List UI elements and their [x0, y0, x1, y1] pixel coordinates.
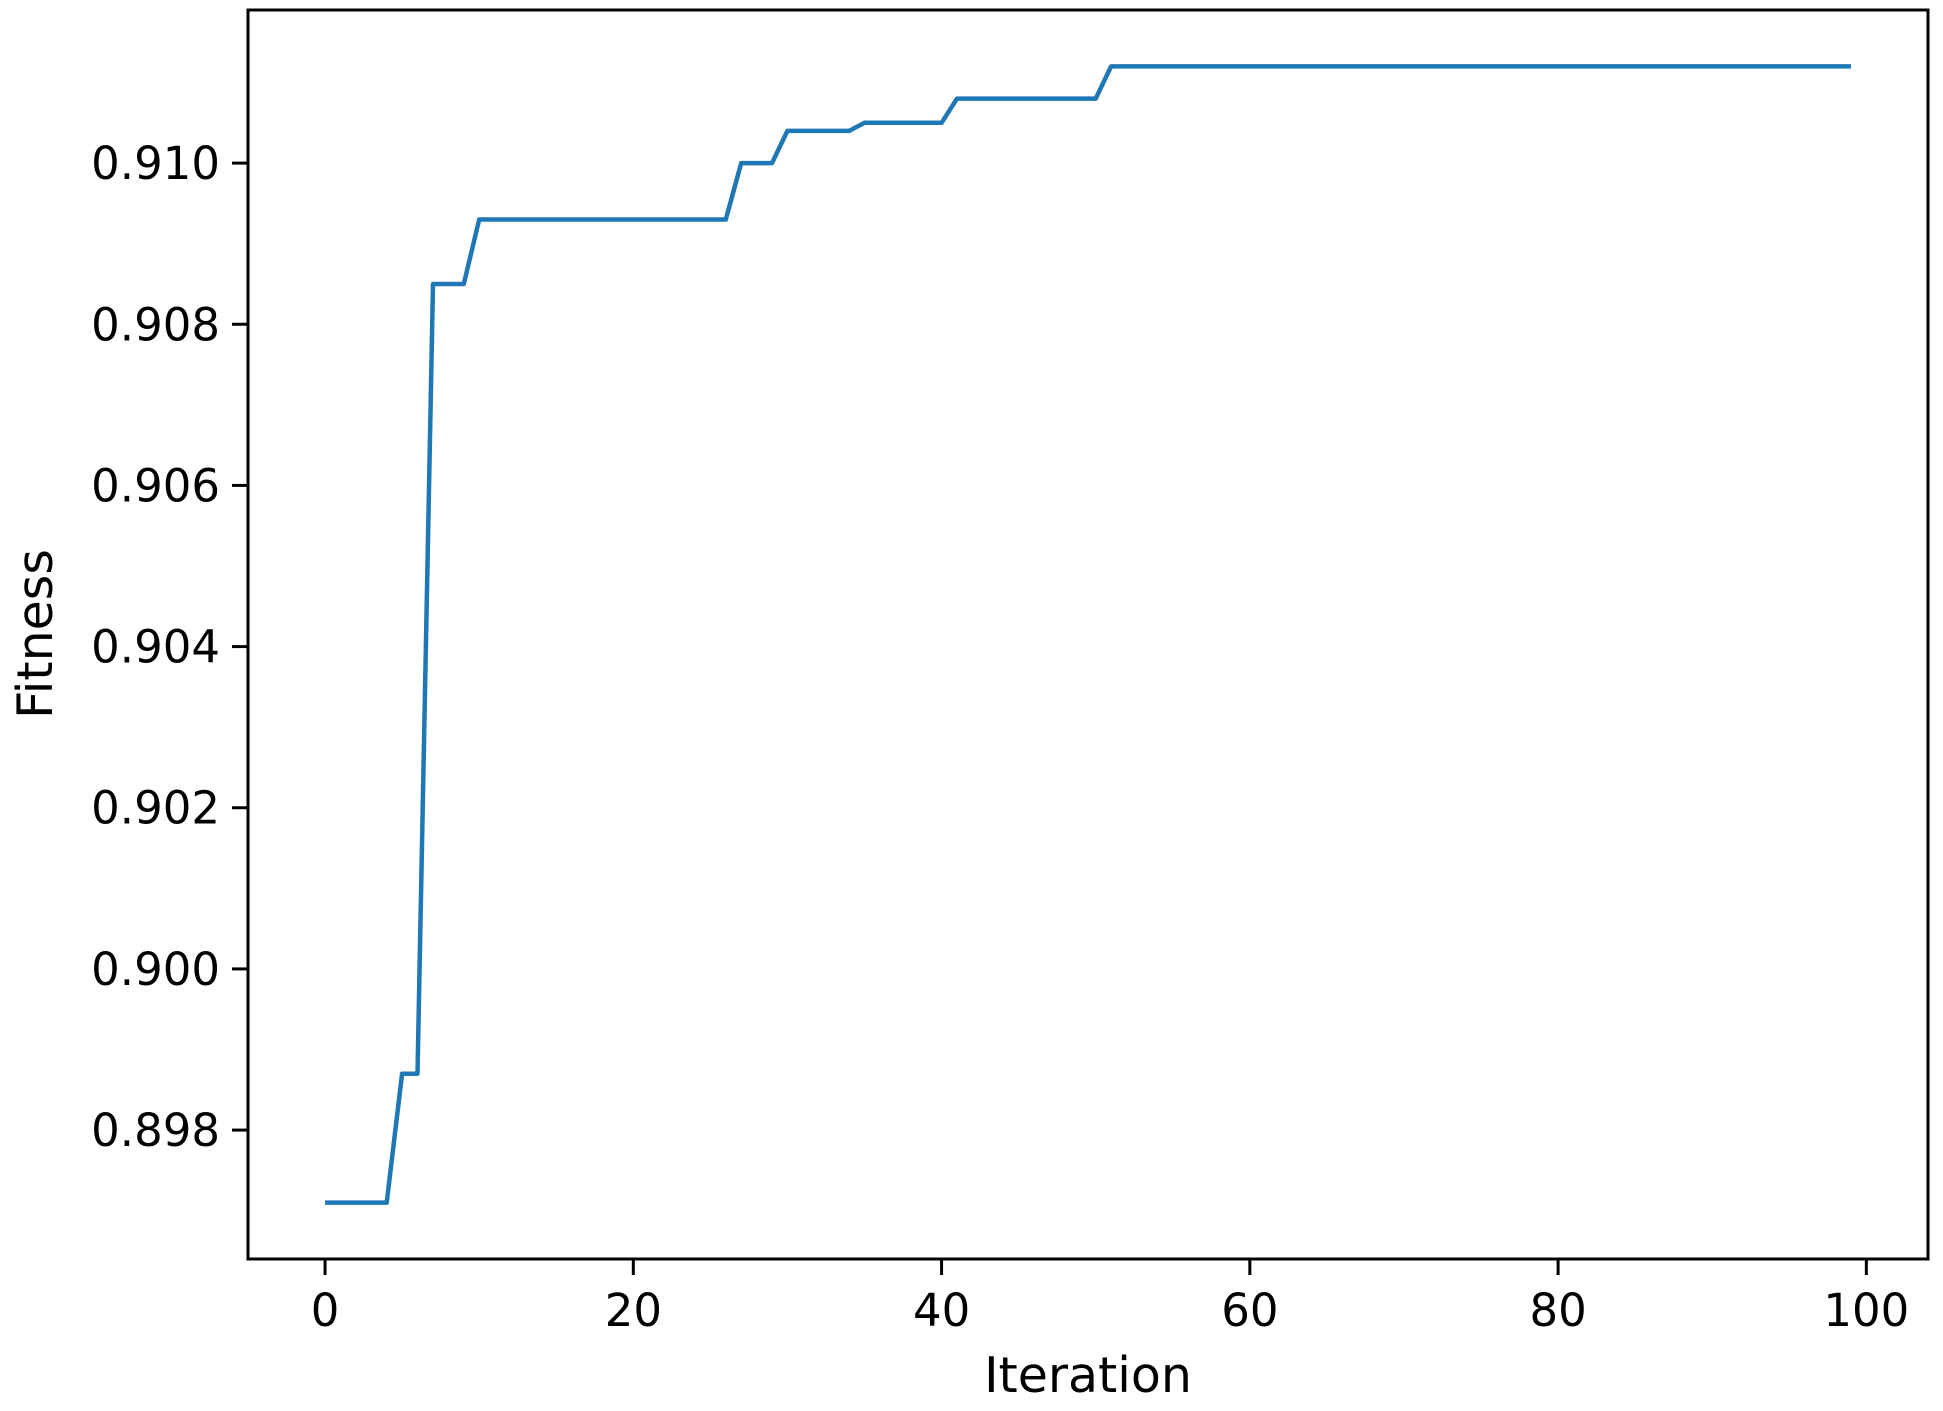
- y-tick-label-6: 0.910: [91, 137, 220, 190]
- x-tick-label-1: 20: [605, 1284, 662, 1337]
- x-tick-label-0: 0: [311, 1284, 340, 1337]
- x-axis-ticks: 0 20 40 60 80 100: [311, 1259, 1909, 1337]
- y-tick-label-5: 0.908: [91, 298, 220, 351]
- y-tick-label-1: 0.900: [91, 943, 220, 996]
- y-tick-label-2: 0.902: [91, 782, 220, 835]
- x-tick-label-5: 100: [1823, 1284, 1909, 1337]
- y-tick-label-0: 0.898: [91, 1104, 220, 1157]
- fitness-line: [325, 64, 1851, 1205]
- y-tick-label-4: 0.906: [91, 459, 220, 512]
- y-tick-label-3: 0.904: [91, 621, 220, 674]
- y-axis-title: Fitness: [7, 549, 64, 719]
- y-axis-ticks: 0.898 0.900 0.902 0.904 0.906 0.908 0.910: [91, 137, 248, 1157]
- x-axis-title: Iteration: [984, 1347, 1192, 1404]
- x-tick-label-2: 40: [913, 1284, 970, 1337]
- x-tick-label-4: 80: [1529, 1284, 1586, 1337]
- plot-area: [246, 8, 1930, 1261]
- x-tick-label-3: 60: [1221, 1284, 1278, 1337]
